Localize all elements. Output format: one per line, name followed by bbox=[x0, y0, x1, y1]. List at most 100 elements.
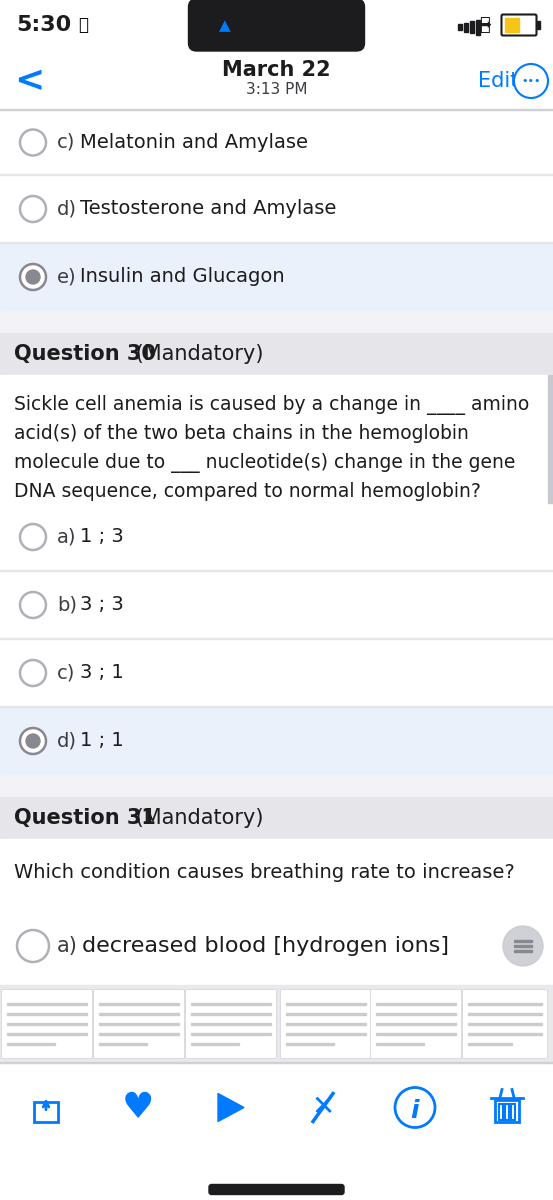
Text: ▲: ▲ bbox=[218, 18, 231, 34]
Bar bbox=[470, 20, 474, 32]
Bar bbox=[0, 332, 553, 374]
Bar bbox=[99, 1003, 179, 1006]
Bar bbox=[0, 50, 553, 110]
Bar bbox=[286, 1043, 334, 1045]
Text: e): e) bbox=[57, 268, 77, 287]
Circle shape bbox=[503, 926, 543, 966]
Circle shape bbox=[20, 524, 46, 550]
Text: 1 ; 3: 1 ; 3 bbox=[80, 528, 124, 546]
Text: Question 31: Question 31 bbox=[14, 808, 156, 828]
Circle shape bbox=[20, 592, 46, 618]
Bar bbox=[0, 175, 553, 242]
Polygon shape bbox=[218, 1093, 244, 1122]
Bar bbox=[0, 985, 553, 1063]
Bar bbox=[537, 20, 540, 29]
Bar bbox=[34, 1102, 58, 1122]
Bar bbox=[191, 1043, 239, 1045]
Circle shape bbox=[20, 264, 46, 290]
Bar bbox=[7, 1013, 87, 1015]
Bar bbox=[0, 571, 553, 638]
Bar bbox=[0, 374, 553, 503]
Bar bbox=[0, 242, 553, 311]
Bar bbox=[376, 1013, 456, 1015]
Bar bbox=[0, 839, 553, 907]
Bar bbox=[7, 1043, 55, 1045]
Bar bbox=[505, 18, 519, 32]
Text: acid(s) of the two beta chains in the hemoglobin: acid(s) of the two beta chains in the he… bbox=[14, 424, 469, 443]
Text: Melatonin and Amylase: Melatonin and Amylase bbox=[80, 133, 308, 152]
Text: Question 30: Question 30 bbox=[14, 344, 156, 364]
Bar bbox=[548, 374, 553, 503]
Bar bbox=[505, 1104, 509, 1120]
Bar bbox=[0, 1063, 553, 1148]
Circle shape bbox=[20, 130, 46, 156]
Circle shape bbox=[514, 64, 548, 98]
Text: Which condition causes breathing rate to increase?: Which condition causes breathing rate to… bbox=[14, 864, 515, 882]
Bar bbox=[7, 1033, 87, 1034]
Text: March 22: March 22 bbox=[222, 60, 331, 80]
Text: a): a) bbox=[57, 528, 76, 546]
FancyBboxPatch shape bbox=[185, 990, 276, 1058]
Text: molecule due to ___ nucleotide(s) change in the gene: molecule due to ___ nucleotide(s) change… bbox=[14, 452, 515, 473]
Bar bbox=[0, 775, 553, 797]
Circle shape bbox=[20, 196, 46, 222]
Bar bbox=[376, 1043, 424, 1045]
Text: DNA sequence, compared to normal hemoglobin?: DNA sequence, compared to normal hemoglo… bbox=[14, 482, 481, 502]
Bar bbox=[0, 503, 553, 571]
Text: c): c) bbox=[57, 664, 75, 683]
FancyBboxPatch shape bbox=[2, 990, 92, 1058]
Text: Testosterone and Amylase: Testosterone and Amylase bbox=[80, 199, 336, 218]
Text: c): c) bbox=[57, 133, 75, 152]
Bar bbox=[376, 1022, 456, 1025]
Bar bbox=[0, 907, 553, 985]
Bar bbox=[514, 949, 532, 952]
Circle shape bbox=[20, 728, 46, 754]
Bar bbox=[0, 707, 553, 775]
Bar bbox=[0, 638, 553, 707]
Text: •••: ••• bbox=[521, 76, 541, 86]
FancyBboxPatch shape bbox=[462, 990, 547, 1058]
Text: 〜: 〜 bbox=[479, 16, 491, 34]
Bar bbox=[468, 1022, 542, 1025]
Bar bbox=[514, 940, 532, 942]
Bar bbox=[468, 1043, 513, 1045]
Bar bbox=[468, 1033, 542, 1034]
Bar bbox=[376, 1003, 456, 1006]
Bar bbox=[376, 1033, 456, 1034]
Bar bbox=[191, 1033, 271, 1034]
Text: 3 ; 1: 3 ; 1 bbox=[80, 664, 124, 683]
Bar bbox=[7, 1003, 87, 1006]
Bar bbox=[476, 19, 480, 35]
Text: d): d) bbox=[57, 199, 77, 218]
Bar bbox=[99, 1022, 179, 1025]
Text: 3:13 PM: 3:13 PM bbox=[246, 83, 307, 97]
Bar bbox=[99, 1013, 179, 1015]
Bar bbox=[495, 1099, 519, 1122]
FancyBboxPatch shape bbox=[280, 990, 372, 1058]
Bar bbox=[514, 944, 532, 947]
Bar bbox=[7, 1022, 87, 1025]
Circle shape bbox=[26, 270, 40, 284]
Text: 5:30: 5:30 bbox=[16, 14, 71, 35]
Text: ➡: ➡ bbox=[479, 18, 491, 32]
Text: Insulin and Glucagon: Insulin and Glucagon bbox=[80, 268, 285, 287]
Text: <: < bbox=[14, 64, 44, 98]
Bar bbox=[286, 1013, 366, 1015]
Bar bbox=[511, 1104, 515, 1120]
Text: ♥: ♥ bbox=[122, 1091, 154, 1124]
Bar bbox=[0, 0, 553, 50]
Bar bbox=[191, 1013, 271, 1015]
Text: decreased blood [hydrogen ions]: decreased blood [hydrogen ions] bbox=[82, 936, 449, 956]
Bar bbox=[191, 1022, 271, 1025]
Circle shape bbox=[20, 660, 46, 686]
Text: (Mandatory): (Mandatory) bbox=[129, 808, 263, 828]
Bar bbox=[191, 1003, 271, 1006]
FancyBboxPatch shape bbox=[189, 0, 364, 50]
Bar bbox=[458, 24, 462, 30]
Text: a): a) bbox=[57, 936, 78, 956]
Text: (Mandatory): (Mandatory) bbox=[129, 344, 263, 364]
Text: 1 ; 1: 1 ; 1 bbox=[80, 732, 124, 750]
Bar bbox=[0, 311, 553, 332]
Bar bbox=[0, 1148, 553, 1200]
Bar bbox=[464, 23, 468, 31]
